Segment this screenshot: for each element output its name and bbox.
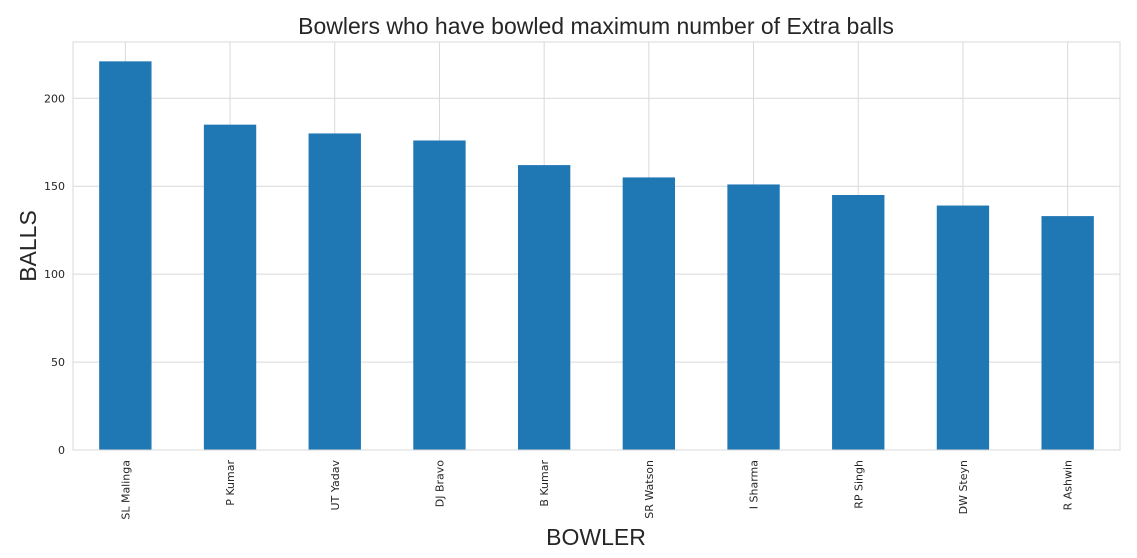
bar [99,61,152,451]
x-tick-label: DJ Bravo [433,460,446,508]
y-tick-label: 50 [51,356,65,369]
x-tick-label: R Ashwin [1062,460,1075,510]
x-tick-label: B Kumar [538,460,551,507]
bar [203,124,257,450]
x-tick-label: I Sharma [748,460,761,509]
x-axis-label: BOWLER [546,524,646,550]
y-tick-label: 150 [44,180,65,193]
bar [622,177,676,450]
chart-title: Bowlers who have bowled maximum number o… [298,13,894,39]
y-tick-label: 100 [44,268,65,281]
x-tick-label: RP Singh [852,460,865,509]
y-tick-labels: 0 50 100 150 200 [44,92,65,457]
bar [308,133,361,450]
x-tick-label: P Kumar [224,460,237,506]
bar [1041,216,1094,450]
y-tick-label: 0 [58,444,65,457]
x-tick-labels: SL Malinga P Kumar UT Yadav DJ Bravo B Kumar… [119,460,1074,520]
x-tick-label: SL Malinga [119,460,132,520]
x-tick-label: DW Steyn [957,460,970,514]
bars [99,61,1094,451]
bar [832,195,885,450]
y-tick-label: 200 [44,92,65,105]
bar [936,205,990,450]
y-axis-label: BALLS [15,210,41,282]
x-tick-label: SR Watson [643,460,656,519]
bar [413,140,466,450]
bar [517,165,571,450]
bar [727,184,780,450]
plot-frame [72,41,1121,451]
x-tick-label: UT Yadav [329,460,342,511]
